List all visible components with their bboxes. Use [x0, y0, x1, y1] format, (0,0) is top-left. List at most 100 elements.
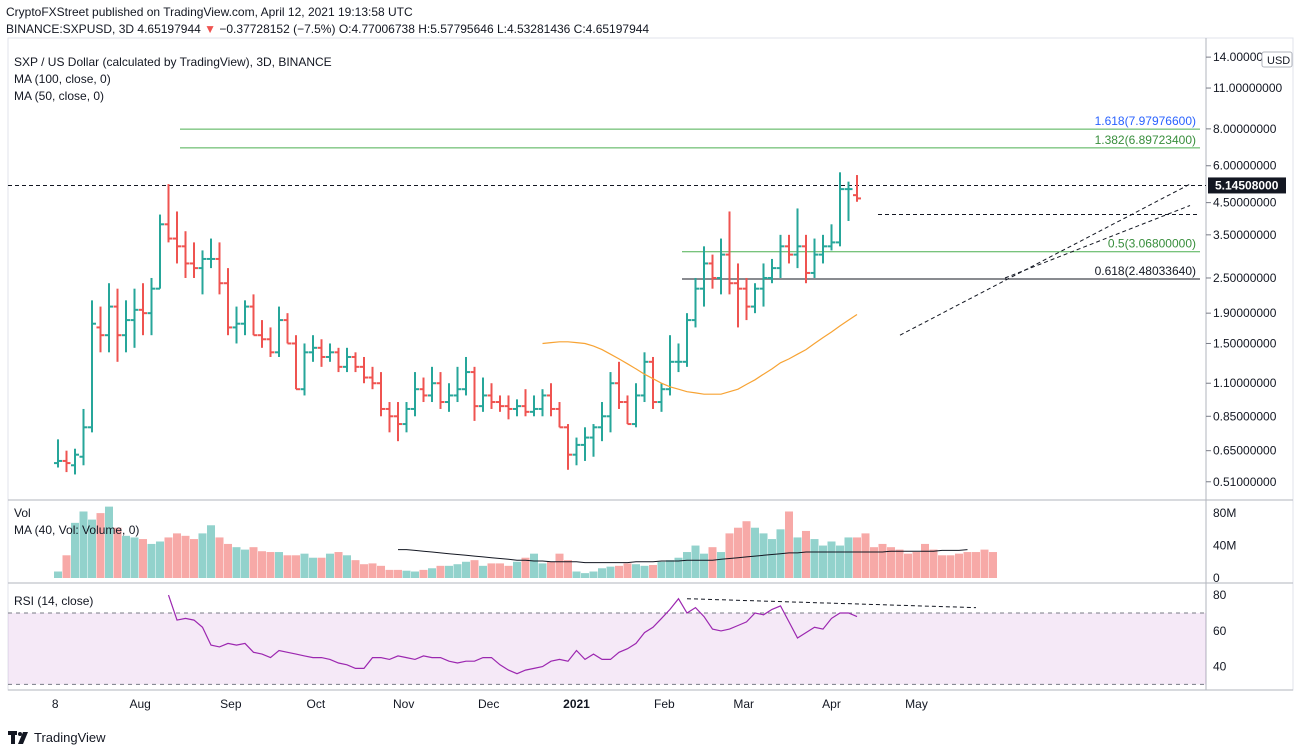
- volume-bar: [88, 519, 96, 578]
- volume-bar: [462, 561, 470, 578]
- ohlc-bar: [572, 437, 581, 466]
- ohlc-bar: [394, 402, 402, 442]
- volume-bar: [912, 552, 921, 578]
- rsi-pane[interactable]: [8, 594, 1206, 685]
- ohlc-bar: [521, 389, 530, 417]
- volume-bar: [674, 557, 683, 578]
- ohlc-bar: [428, 366, 436, 403]
- volume-bar: [181, 535, 190, 578]
- volume-bar: [139, 539, 147, 578]
- grid: [7, 37, 1294, 691]
- volume-ma-legend[interactable]: MA (40, Vol: Volume, 0): [14, 523, 140, 537]
- ohlc-bar: [96, 306, 105, 353]
- volume-bar: [742, 521, 751, 578]
- rsi-divergence-line: [686, 598, 977, 609]
- volume-bar: [164, 537, 173, 578]
- ohlc-bar: [105, 283, 113, 353]
- rsi-tick-label: 80: [1213, 588, 1227, 602]
- price-tick-label: 0.85000000: [1213, 409, 1277, 423]
- ohlc-bar: [334, 347, 343, 373]
- ohlc-bar: [385, 402, 394, 433]
- volume-bar: [215, 537, 224, 578]
- price-tick-label: 0.51000000: [1213, 475, 1277, 489]
- ma50-legend[interactable]: MA (50, close, 0): [14, 89, 105, 103]
- ohlc-bar: [683, 313, 691, 367]
- currency-badge: USD: [1261, 51, 1293, 68]
- volume-bar: [445, 565, 453, 578]
- ma100-legend[interactable]: MA (100, close, 0): [14, 72, 111, 86]
- volume-bar: [989, 552, 997, 578]
- currency-label: USD: [1267, 55, 1290, 67]
- ohlc-bar: [504, 395, 513, 420]
- volume-bar: [589, 571, 598, 578]
- volume-bar: [96, 513, 105, 578]
- ohlc-bar: [530, 395, 538, 417]
- volume-bar: [640, 565, 649, 578]
- volume-bar: [436, 565, 445, 578]
- volume-bar: [904, 553, 912, 578]
- volume-bar: [878, 543, 887, 578]
- ohlc-bar: [351, 352, 360, 373]
- ohlc-bar: [241, 300, 249, 336]
- ohlc-bar: [326, 343, 334, 362]
- volume-bar: [130, 537, 139, 578]
- ohlc-bar: [164, 184, 173, 243]
- ohlc-bar: [819, 234, 827, 264]
- fib-level-label: 1.382(6.89723400): [1095, 133, 1196, 147]
- ohlc-bar: [411, 372, 419, 417]
- volume-bar: [394, 569, 402, 578]
- ohlc-bar: [623, 395, 632, 426]
- volume-bar: [657, 561, 666, 578]
- time-tick-label: Mar: [733, 697, 754, 711]
- ohlc-bar: [844, 181, 853, 221]
- time-tick-label: Sep: [220, 697, 242, 711]
- price-tick-label: 8.00000000: [1213, 122, 1277, 136]
- ohlc-bar: [793, 208, 802, 269]
- volume-bar: [232, 547, 241, 578]
- volume-bar: [980, 549, 989, 578]
- trendline-dashed: [1004, 205, 1191, 279]
- volume-bar: [581, 573, 589, 578]
- volume-bar: [946, 555, 955, 578]
- ohlc-bar: [640, 352, 649, 403]
- ohlc-bar: [836, 172, 844, 247]
- volume-bar: [598, 568, 606, 578]
- volume-tick-label: 80M: [1213, 506, 1236, 520]
- volume-bar: [853, 537, 861, 578]
- volume-bar: [929, 549, 938, 578]
- volume-bar: [530, 553, 538, 578]
- change-value: −0.37728152 (−7.5%): [219, 22, 336, 36]
- volume-bar: [717, 552, 725, 578]
- time-tick-label: 2021: [563, 697, 590, 711]
- ohlc-bar: [147, 277, 156, 336]
- rsi-tick-label: 60: [1213, 624, 1227, 638]
- ma50-line: [542, 313, 858, 395]
- ohlc-bar: [300, 343, 309, 396]
- volume-bar: [360, 564, 368, 578]
- ohlc-bar: [513, 399, 521, 417]
- tradingview-logo[interactable]: TradingView: [8, 730, 106, 745]
- ohlc-bar: [827, 224, 836, 251]
- axes: 14.0000000011.000000008.000000006.000000…: [52, 50, 1293, 711]
- ohlc-bar: [674, 343, 683, 373]
- volume-bar: [487, 563, 496, 578]
- volume-bar: [623, 563, 632, 578]
- volume-bar: [334, 552, 343, 578]
- volume-pane[interactable]: [54, 506, 997, 578]
- ohlc-bar: [615, 361, 623, 409]
- volume-bar: [147, 543, 156, 578]
- main-series-legend[interactable]: SXP / US Dollar (calculated by TradingVi…: [14, 55, 332, 69]
- ohlc-bar: [555, 402, 564, 429]
- volume-bar: [768, 539, 776, 578]
- rsi-legend[interactable]: RSI (14, close): [14, 594, 94, 608]
- volume-bar: [249, 547, 258, 578]
- ohlc-bar: [487, 383, 496, 409]
- ohlc-bar: [122, 300, 130, 353]
- last-price-box: [1208, 177, 1286, 194]
- volume-bar: [241, 549, 249, 578]
- volume-legend[interactable]: Vol: [14, 506, 31, 520]
- ohlc-bar: [181, 231, 190, 278]
- price-pane[interactable]: 1.618(7.97976600) 1.382(6.89723400) 0.5(3.…: [8, 114, 1206, 475]
- ohlc-bar: [759, 263, 768, 307]
- ohlc-bar: [853, 175, 861, 202]
